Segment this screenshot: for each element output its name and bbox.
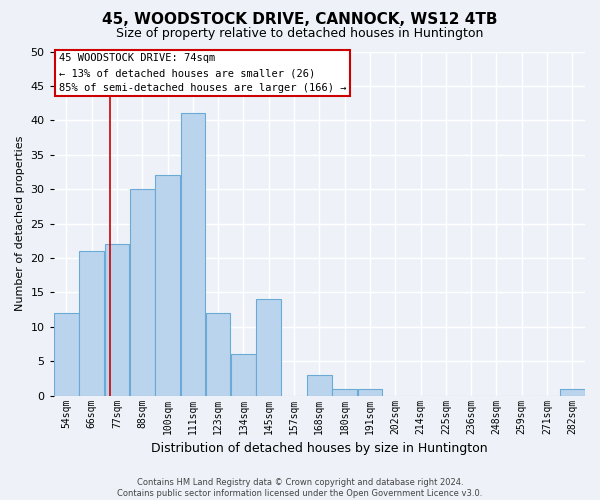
Bar xyxy=(358,389,382,396)
Bar xyxy=(206,313,230,396)
Bar xyxy=(256,300,281,396)
Bar xyxy=(79,251,104,396)
Bar xyxy=(332,389,357,396)
Text: Size of property relative to detached houses in Huntington: Size of property relative to detached ho… xyxy=(116,28,484,40)
Y-axis label: Number of detached properties: Number of detached properties xyxy=(15,136,25,312)
Text: 45 WOODSTOCK DRIVE: 74sqm
← 13% of detached houses are smaller (26)
85% of semi-: 45 WOODSTOCK DRIVE: 74sqm ← 13% of detac… xyxy=(59,53,347,93)
Bar xyxy=(560,389,584,396)
Bar xyxy=(104,244,129,396)
Text: 45, WOODSTOCK DRIVE, CANNOCK, WS12 4TB: 45, WOODSTOCK DRIVE, CANNOCK, WS12 4TB xyxy=(102,12,498,28)
X-axis label: Distribution of detached houses by size in Huntington: Distribution of detached houses by size … xyxy=(151,442,488,455)
Bar xyxy=(231,354,256,396)
Text: Contains HM Land Registry data © Crown copyright and database right 2024.
Contai: Contains HM Land Registry data © Crown c… xyxy=(118,478,482,498)
Bar xyxy=(307,375,332,396)
Bar xyxy=(155,176,180,396)
Bar xyxy=(54,313,79,396)
Bar xyxy=(130,189,155,396)
Bar xyxy=(181,114,205,396)
